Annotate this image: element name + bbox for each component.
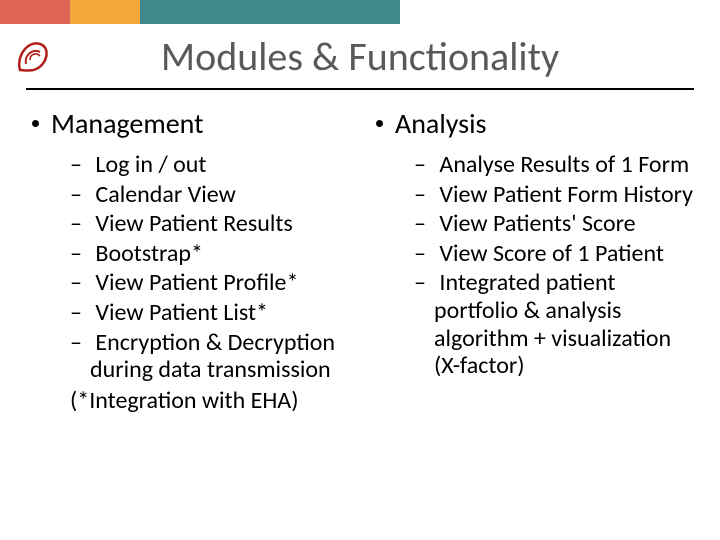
dash-icon: – bbox=[70, 269, 90, 297]
list-item-text: View Patient Profile* bbox=[90, 268, 298, 297]
list-item-text: View Score of 1 Patient bbox=[434, 239, 664, 268]
dash-icon: – bbox=[70, 240, 90, 268]
dash-icon: – bbox=[70, 329, 90, 357]
title-underline bbox=[26, 88, 694, 90]
list-item-text: Analyse Results of 1 Form bbox=[434, 150, 689, 179]
list-item: – Integrated patient portfolio & analysi… bbox=[414, 269, 694, 379]
topbar-segment bbox=[140, 0, 400, 24]
dash-icon: – bbox=[414, 181, 434, 209]
list-item-text: View Patients' Score bbox=[434, 209, 636, 238]
topbar-segment bbox=[70, 0, 140, 24]
left-column: Management – Log in / out– Calendar View… bbox=[26, 106, 350, 415]
bullet-icon bbox=[32, 120, 39, 127]
list-item: – View Patient Profile* bbox=[70, 269, 350, 297]
list-item-text: Encryption & Decryption during data tran… bbox=[90, 328, 335, 385]
dash-icon: – bbox=[414, 151, 434, 179]
left-list: – Log in / out– Calendar View– View Pati… bbox=[26, 151, 350, 384]
list-item: – Analyse Results of 1 Form bbox=[414, 151, 694, 179]
list-item: – Encryption & Decryption during data tr… bbox=[70, 329, 350, 384]
slide-title: Modules & Functionality bbox=[0, 32, 720, 81]
dash-icon: – bbox=[70, 151, 90, 179]
list-item-text: View Patient Results bbox=[90, 209, 293, 238]
dash-icon: – bbox=[70, 181, 90, 209]
content-columns: Management – Log in / out– Calendar View… bbox=[26, 106, 694, 415]
list-item: – View Patients' Score bbox=[414, 210, 694, 238]
bullet-icon bbox=[376, 120, 383, 127]
list-item: – View Patient Form History bbox=[414, 181, 694, 209]
dash-icon: – bbox=[414, 210, 434, 238]
list-item: – Calendar View bbox=[70, 181, 350, 209]
dash-icon: – bbox=[70, 299, 90, 327]
right-column: Analysis – Analyse Results of 1 Form– Vi… bbox=[370, 106, 694, 415]
list-item-text: Log in / out bbox=[90, 150, 206, 179]
list-item: – View Patient List* bbox=[70, 299, 350, 327]
list-item: – Bootstrap* bbox=[70, 240, 350, 268]
dash-icon: – bbox=[70, 210, 90, 238]
list-item-text: Bootstrap* bbox=[90, 239, 203, 268]
left-heading: Management bbox=[26, 106, 350, 141]
dash-icon: – bbox=[414, 269, 434, 297]
left-heading-text: Management bbox=[51, 106, 203, 141]
list-item: – Log in / out bbox=[70, 151, 350, 179]
top-color-bar bbox=[0, 0, 400, 24]
list-item: – View Patient Results bbox=[70, 210, 350, 238]
dash-icon: – bbox=[414, 240, 434, 268]
list-item: – View Score of 1 Patient bbox=[414, 240, 694, 268]
right-heading: Analysis bbox=[370, 106, 694, 141]
list-item-text: View Patient Form History bbox=[434, 180, 693, 209]
list-item-text: View Patient List* bbox=[90, 298, 268, 327]
topbar-segment bbox=[0, 0, 70, 24]
list-item-text: Calendar View bbox=[90, 180, 236, 209]
left-note: (*Integration with EHA) bbox=[26, 386, 350, 415]
right-list: – Analyse Results of 1 Form– View Patien… bbox=[370, 151, 694, 380]
right-heading-text: Analysis bbox=[395, 106, 487, 141]
list-item-text: Integrated patient portfolio & analysis … bbox=[434, 268, 671, 380]
